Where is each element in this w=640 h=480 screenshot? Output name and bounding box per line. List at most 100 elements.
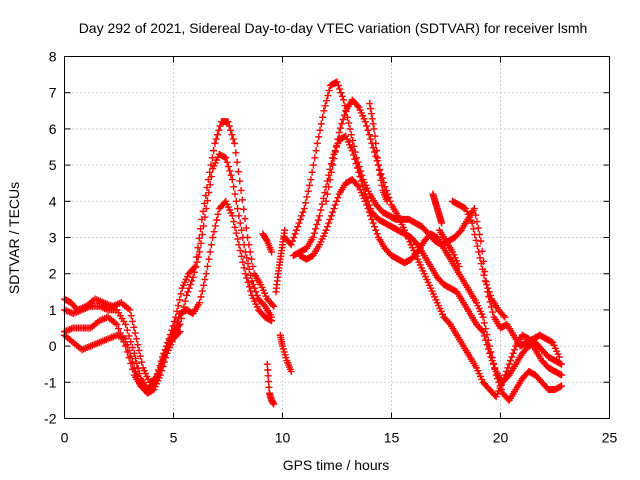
data-point-interp xyxy=(175,329,183,337)
data-point xyxy=(224,118,232,126)
data-point-interp xyxy=(206,181,214,189)
data-point-interp xyxy=(231,190,239,198)
series-arc-16 xyxy=(449,197,509,321)
data-point-interp xyxy=(330,155,338,163)
data-point-interp xyxy=(298,212,306,220)
data-point-interp xyxy=(491,365,499,373)
data-point-interp xyxy=(377,170,385,178)
data-point xyxy=(329,208,337,216)
data-point-interp xyxy=(500,312,508,320)
data-point-interp xyxy=(304,187,312,195)
data-point xyxy=(189,273,197,281)
data-point xyxy=(237,186,245,194)
data-point-interp xyxy=(503,367,511,375)
data-point xyxy=(381,183,389,191)
data-point xyxy=(209,234,217,241)
data-point xyxy=(156,371,164,379)
data-point xyxy=(370,125,378,133)
data-point-interp xyxy=(302,199,310,207)
data-point-interp xyxy=(308,168,316,176)
data-point-interp xyxy=(149,386,157,394)
data-point-interp xyxy=(236,247,244,255)
data-point-interp xyxy=(201,275,209,283)
data-point-interp xyxy=(123,348,131,356)
data-point-interp xyxy=(501,371,509,379)
data-point-interp xyxy=(207,161,215,169)
data-point-interp xyxy=(334,81,342,89)
data-point-interp xyxy=(376,171,384,179)
data-point-interp xyxy=(474,224,482,232)
x-tick-label: 10 xyxy=(275,430,291,446)
data-point xyxy=(287,241,295,249)
x-tick-label: 25 xyxy=(602,430,618,446)
data-point-interp xyxy=(321,102,329,110)
data-point-interp xyxy=(290,234,298,241)
data-point-interp xyxy=(478,326,486,334)
data-point-interp xyxy=(158,367,166,375)
data-point xyxy=(438,219,446,227)
data-point-interp xyxy=(134,341,142,349)
data-point-interp xyxy=(229,135,237,143)
y-axis-label: SDTVAR / TECUs xyxy=(6,182,22,294)
data-point-interp xyxy=(370,223,378,231)
data-point-interp xyxy=(367,110,375,118)
data-point-interp xyxy=(127,359,135,367)
data-point-interp xyxy=(350,142,358,150)
data-point xyxy=(322,197,330,205)
data-point-interp xyxy=(373,230,381,238)
data-point-interp xyxy=(242,224,250,232)
data-point-interp xyxy=(200,281,208,289)
data-point xyxy=(196,248,204,256)
data-point-interp xyxy=(194,253,202,261)
data-point-interp xyxy=(201,213,209,221)
data-point-interp xyxy=(353,102,361,110)
data-point-interp xyxy=(489,308,497,316)
data-point-interp xyxy=(210,228,218,236)
y-tick-label: 0 xyxy=(49,338,57,354)
data-point-interp xyxy=(372,152,380,160)
data-point-interp xyxy=(299,208,307,216)
data-point xyxy=(270,400,278,408)
data-point-interp xyxy=(206,168,214,176)
data-point-interp xyxy=(244,260,252,268)
data-point-interp xyxy=(483,331,491,339)
data-point-interp xyxy=(232,229,240,237)
data-point-interp xyxy=(473,242,481,250)
data-point-interp xyxy=(123,341,131,349)
data-point-interp xyxy=(295,219,303,227)
data-point xyxy=(241,270,249,278)
data-point-interp xyxy=(372,139,380,147)
data-point-interp xyxy=(234,205,242,213)
data-point-interp xyxy=(303,193,311,201)
data-point-interp xyxy=(333,197,341,205)
data-point-interp xyxy=(181,297,189,305)
data-point-interp xyxy=(194,244,202,252)
data-point xyxy=(211,139,219,147)
data-point-interp xyxy=(224,163,232,171)
data-point-interp xyxy=(315,133,323,141)
data-point-interp xyxy=(232,197,240,205)
data-point-interp xyxy=(171,327,179,335)
data-point-interp xyxy=(365,208,373,216)
data-point-interp xyxy=(460,204,468,212)
data-point-interp xyxy=(556,370,564,378)
y-tick-label: -1 xyxy=(44,374,57,390)
data-point-interp xyxy=(479,265,487,273)
data-point-interp xyxy=(363,201,371,209)
data-point xyxy=(307,176,315,184)
data-point xyxy=(183,291,191,299)
data-point-interp xyxy=(377,176,385,184)
data-point-interp xyxy=(309,161,317,169)
data-point-interp xyxy=(326,215,334,223)
data-point-interp xyxy=(248,255,256,263)
data-point-interp xyxy=(353,181,361,189)
data-point xyxy=(348,147,356,155)
data-point-interp xyxy=(129,317,137,325)
data-point xyxy=(132,335,140,343)
data-point-interp xyxy=(490,359,498,367)
data-point-interp xyxy=(333,142,341,150)
data-point-interp xyxy=(236,177,244,185)
plot-frame xyxy=(64,56,610,419)
data-point xyxy=(248,277,256,285)
data-point-interp xyxy=(230,183,238,191)
